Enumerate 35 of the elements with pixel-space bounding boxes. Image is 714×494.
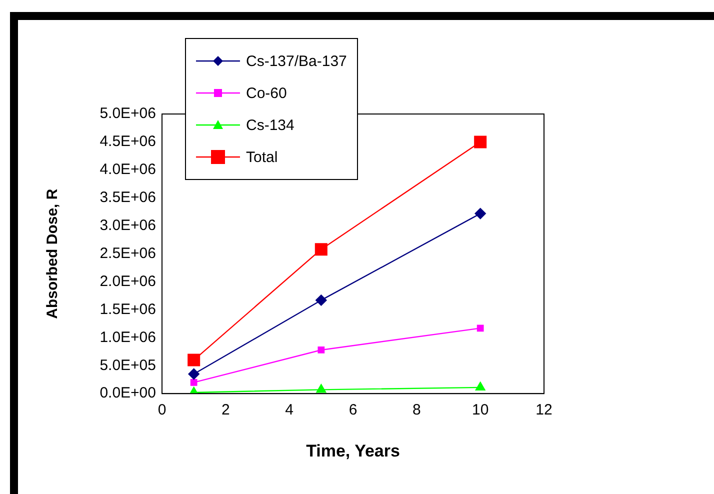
point [476,324,484,332]
y-tick-label: 0.0E+00 [100,384,156,402]
x-tick-label: 0 [158,402,166,419]
y-tick-label: 4.0E+06 [100,161,156,178]
point [474,136,487,148]
y-tick-label: 5.0E+06 [100,105,156,122]
point [318,346,325,354]
y-tick-label: 3.5E+06 [100,189,156,206]
point [316,294,327,306]
y-tick-label: 1.0E+06 [100,328,156,346]
x-tick-label: 6 [348,402,358,419]
x-axis-title: Time, Years [306,441,400,460]
point [316,384,326,393]
x-tick-label: 12 [536,402,552,419]
y-axis-title: Absorbed Dose, R [44,188,62,319]
point [474,208,486,220]
y-tick-label: 3.0E+06 [100,216,156,234]
point [188,354,200,366]
legend-label: Cs-134 [246,116,294,134]
point [314,243,328,256]
x-tick-label: 4 [285,402,294,419]
x-tick-label: 8 [412,402,421,419]
y-tick-label: 1.5E+06 [100,300,156,318]
x-tick-label: 10 [472,402,489,419]
point [188,368,200,380]
y-tick-label: 2.5E+06 [100,244,156,262]
y-tick-label: 2.0E+06 [100,272,156,290]
legend-label: Cs-137/Ba-137 [246,52,347,70]
y-tick-label: 4.5E+06 [100,133,156,150]
x-tick-label: 2 [221,402,230,419]
legend-label: Co-60 [246,84,287,102]
y-tick-label: 5.0E+05 [100,356,156,374]
point [475,382,486,391]
point [190,378,198,386]
legend-label: Total [246,148,278,166]
